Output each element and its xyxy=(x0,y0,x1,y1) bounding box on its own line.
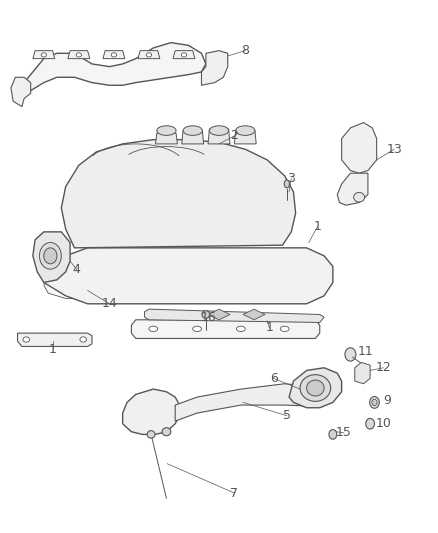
Text: 15: 15 xyxy=(336,426,352,439)
Ellipse shape xyxy=(353,192,364,202)
Polygon shape xyxy=(337,173,368,205)
Polygon shape xyxy=(208,309,230,320)
Ellipse shape xyxy=(181,53,187,57)
Polygon shape xyxy=(182,131,204,144)
Text: 14: 14 xyxy=(102,297,117,310)
Polygon shape xyxy=(103,51,125,59)
Ellipse shape xyxy=(149,326,158,332)
Polygon shape xyxy=(68,51,90,59)
Ellipse shape xyxy=(366,418,374,429)
Text: 2: 2 xyxy=(230,130,238,142)
Ellipse shape xyxy=(209,126,229,135)
Ellipse shape xyxy=(157,126,176,135)
Polygon shape xyxy=(342,123,377,173)
Text: 16: 16 xyxy=(200,311,216,324)
Polygon shape xyxy=(61,140,296,248)
Ellipse shape xyxy=(193,326,201,332)
Ellipse shape xyxy=(345,348,356,361)
Ellipse shape xyxy=(111,53,117,57)
Text: 6: 6 xyxy=(270,372,278,385)
Text: 5: 5 xyxy=(283,409,291,422)
Ellipse shape xyxy=(370,397,379,408)
Ellipse shape xyxy=(80,337,86,342)
Polygon shape xyxy=(145,309,324,322)
Polygon shape xyxy=(11,77,31,107)
Ellipse shape xyxy=(300,375,331,401)
Polygon shape xyxy=(173,51,195,59)
Text: 7: 7 xyxy=(230,487,238,499)
Text: 1: 1 xyxy=(314,220,321,233)
Polygon shape xyxy=(44,269,324,298)
Ellipse shape xyxy=(39,243,61,269)
Text: 8: 8 xyxy=(241,44,249,57)
Ellipse shape xyxy=(44,248,57,264)
Ellipse shape xyxy=(76,53,81,57)
Text: 9: 9 xyxy=(384,394,392,407)
Ellipse shape xyxy=(202,311,210,318)
Polygon shape xyxy=(131,320,320,338)
Polygon shape xyxy=(44,248,333,304)
Ellipse shape xyxy=(280,326,289,332)
Text: 1: 1 xyxy=(49,343,57,356)
Polygon shape xyxy=(234,131,256,144)
Ellipse shape xyxy=(329,430,337,439)
Text: 10: 10 xyxy=(375,417,391,430)
Polygon shape xyxy=(33,51,55,59)
Ellipse shape xyxy=(237,326,245,332)
Ellipse shape xyxy=(372,399,377,406)
Ellipse shape xyxy=(183,126,202,135)
Polygon shape xyxy=(123,389,180,434)
Ellipse shape xyxy=(284,180,290,188)
Text: 3: 3 xyxy=(287,172,295,185)
Polygon shape xyxy=(208,129,230,144)
Text: 4: 4 xyxy=(73,263,81,276)
Polygon shape xyxy=(175,384,324,421)
Text: 1: 1 xyxy=(265,321,273,334)
Text: 11: 11 xyxy=(358,345,374,358)
Polygon shape xyxy=(22,43,206,96)
Text: 12: 12 xyxy=(375,361,391,374)
Ellipse shape xyxy=(236,126,255,135)
Polygon shape xyxy=(355,362,370,384)
Polygon shape xyxy=(289,368,342,408)
Polygon shape xyxy=(18,333,92,346)
Ellipse shape xyxy=(146,53,152,57)
Ellipse shape xyxy=(162,427,171,436)
Ellipse shape xyxy=(41,53,46,57)
Polygon shape xyxy=(155,133,177,144)
Polygon shape xyxy=(138,51,160,59)
Text: 13: 13 xyxy=(386,143,402,156)
Polygon shape xyxy=(201,51,228,85)
Polygon shape xyxy=(243,309,265,320)
Polygon shape xyxy=(33,232,70,282)
Ellipse shape xyxy=(307,380,324,396)
Ellipse shape xyxy=(147,431,155,438)
Ellipse shape xyxy=(23,337,29,342)
